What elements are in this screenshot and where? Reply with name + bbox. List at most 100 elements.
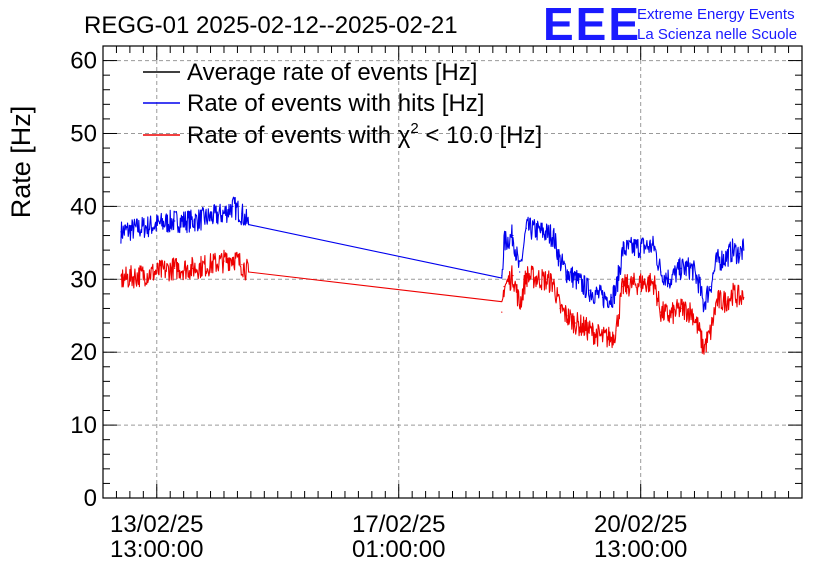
data-point: [575, 322, 577, 324]
data-point: [552, 234, 554, 237]
data-point: [660, 311, 662, 313]
data-point: [716, 260, 718, 262]
data-point: [680, 307, 682, 310]
data-point: [503, 242, 505, 244]
data-point: [512, 234, 514, 237]
data-point: [192, 220, 194, 222]
legend: Average rate of events [Hz] Rate of even…: [143, 59, 542, 149]
data-point: [615, 289, 617, 291]
data-point: [731, 293, 734, 295]
data-point: [602, 337, 604, 339]
data-point: [709, 333, 711, 335]
data-point: [640, 245, 642, 248]
eee-logo: EEE Extreme Energy Events La Scienza nel…: [543, 0, 797, 50]
legend-chi2-base: Rate of events with: [187, 122, 398, 149]
data-point: [669, 315, 671, 317]
legend-chi2-symbol: χ: [398, 122, 411, 149]
data-point: [691, 267, 693, 269]
data-point: [575, 278, 577, 280]
data-point: [541, 231, 543, 233]
data-point: [653, 282, 655, 284]
data-point: [525, 227, 528, 229]
y-tick-label: 30: [70, 266, 97, 293]
legend-label-average: Average rate of events [Hz]: [187, 59, 477, 86]
data-point: [501, 275, 503, 277]
data-point: [610, 296, 613, 299]
axis-tick-labels: 010203040506013/02/2513:00:0017/02/2501:…: [70, 48, 687, 563]
data-point: [503, 285, 505, 288]
data-point: [702, 304, 705, 306]
data-point: [174, 220, 176, 222]
data-point: [738, 296, 740, 299]
legend-label-hits: Rate of events with hits [Hz]: [187, 90, 484, 117]
data-point: [709, 285, 711, 288]
data-point: [559, 307, 561, 310]
data-point: [138, 227, 140, 229]
data-point: [232, 256, 234, 259]
series-line-2: [120, 249, 745, 355]
x-tick-label-date: 13/02/25: [110, 511, 203, 538]
data-point: [241, 213, 243, 215]
series-line-1: [120, 196, 745, 313]
logo-acronym: EEE: [543, 0, 641, 50]
data-point: [691, 311, 693, 313]
data-point: [156, 271, 158, 273]
data-point: [731, 249, 734, 251]
data-point: [653, 245, 655, 248]
data-point: [588, 289, 590, 291]
x-tick-label-date: 17/02/25: [352, 511, 445, 538]
data-point: [223, 260, 225, 262]
data-point: [120, 278, 122, 280]
chart-title: REGG-01 2025-02-12--2025-02-21: [84, 12, 458, 39]
x-tick-label-date: 20/02/25: [594, 511, 687, 538]
data-point: [615, 329, 617, 331]
data-point: [725, 300, 727, 302]
axis-ticks: [103, 46, 802, 499]
x-tick-label-time: 01:00:00: [352, 536, 445, 563]
y-tick-label: 0: [84, 485, 97, 512]
data-point: [566, 315, 568, 317]
legend-label-chi2: Rate of events with χ2 < 10.0 [Hz]: [187, 120, 542, 149]
legend-chi2-tail: < 10.0 [Hz]: [419, 122, 542, 149]
data-point: [525, 275, 528, 277]
legend-chi2-exponent: 2: [410, 120, 418, 137]
data-point: [622, 285, 624, 288]
y-tick-label: 50: [70, 120, 97, 147]
data-point: [232, 205, 234, 207]
data-point: [552, 282, 554, 284]
data-point: [698, 282, 700, 284]
y-tick-label: 20: [70, 339, 97, 366]
logo-line-2: La Scienza nelle Scuole: [637, 26, 797, 43]
data-point: [519, 304, 521, 306]
data-point: [209, 216, 212, 218]
x-tick-label-time: 13:00:00: [110, 536, 203, 563]
data-point: [660, 271, 662, 273]
data-point: [209, 264, 212, 266]
y-axis-label: Rate [Hz]: [6, 106, 36, 219]
data-point: [702, 347, 705, 350]
data-point: [725, 256, 727, 259]
data-point: [559, 260, 561, 262]
data-point: [512, 275, 514, 277]
y-tick-label: 40: [70, 193, 97, 220]
data-point: [541, 278, 543, 280]
data-point: [680, 267, 682, 269]
data-point: [174, 267, 176, 269]
data-point: [743, 296, 745, 299]
data-point: [588, 329, 590, 331]
y-tick-label: 60: [70, 48, 97, 75]
data-point: [743, 249, 745, 251]
data-point: [501, 311, 503, 313]
data-point: [248, 271, 250, 273]
data-point: [602, 296, 604, 299]
data-point: [622, 249, 624, 251]
data-point: [519, 271, 521, 273]
data-point: [698, 329, 700, 331]
series-layer: [120, 196, 745, 355]
data-point: [223, 213, 225, 215]
data-point: [716, 300, 718, 302]
data-point: [120, 231, 122, 233]
data-point: [138, 275, 140, 277]
data-point: [738, 253, 740, 255]
